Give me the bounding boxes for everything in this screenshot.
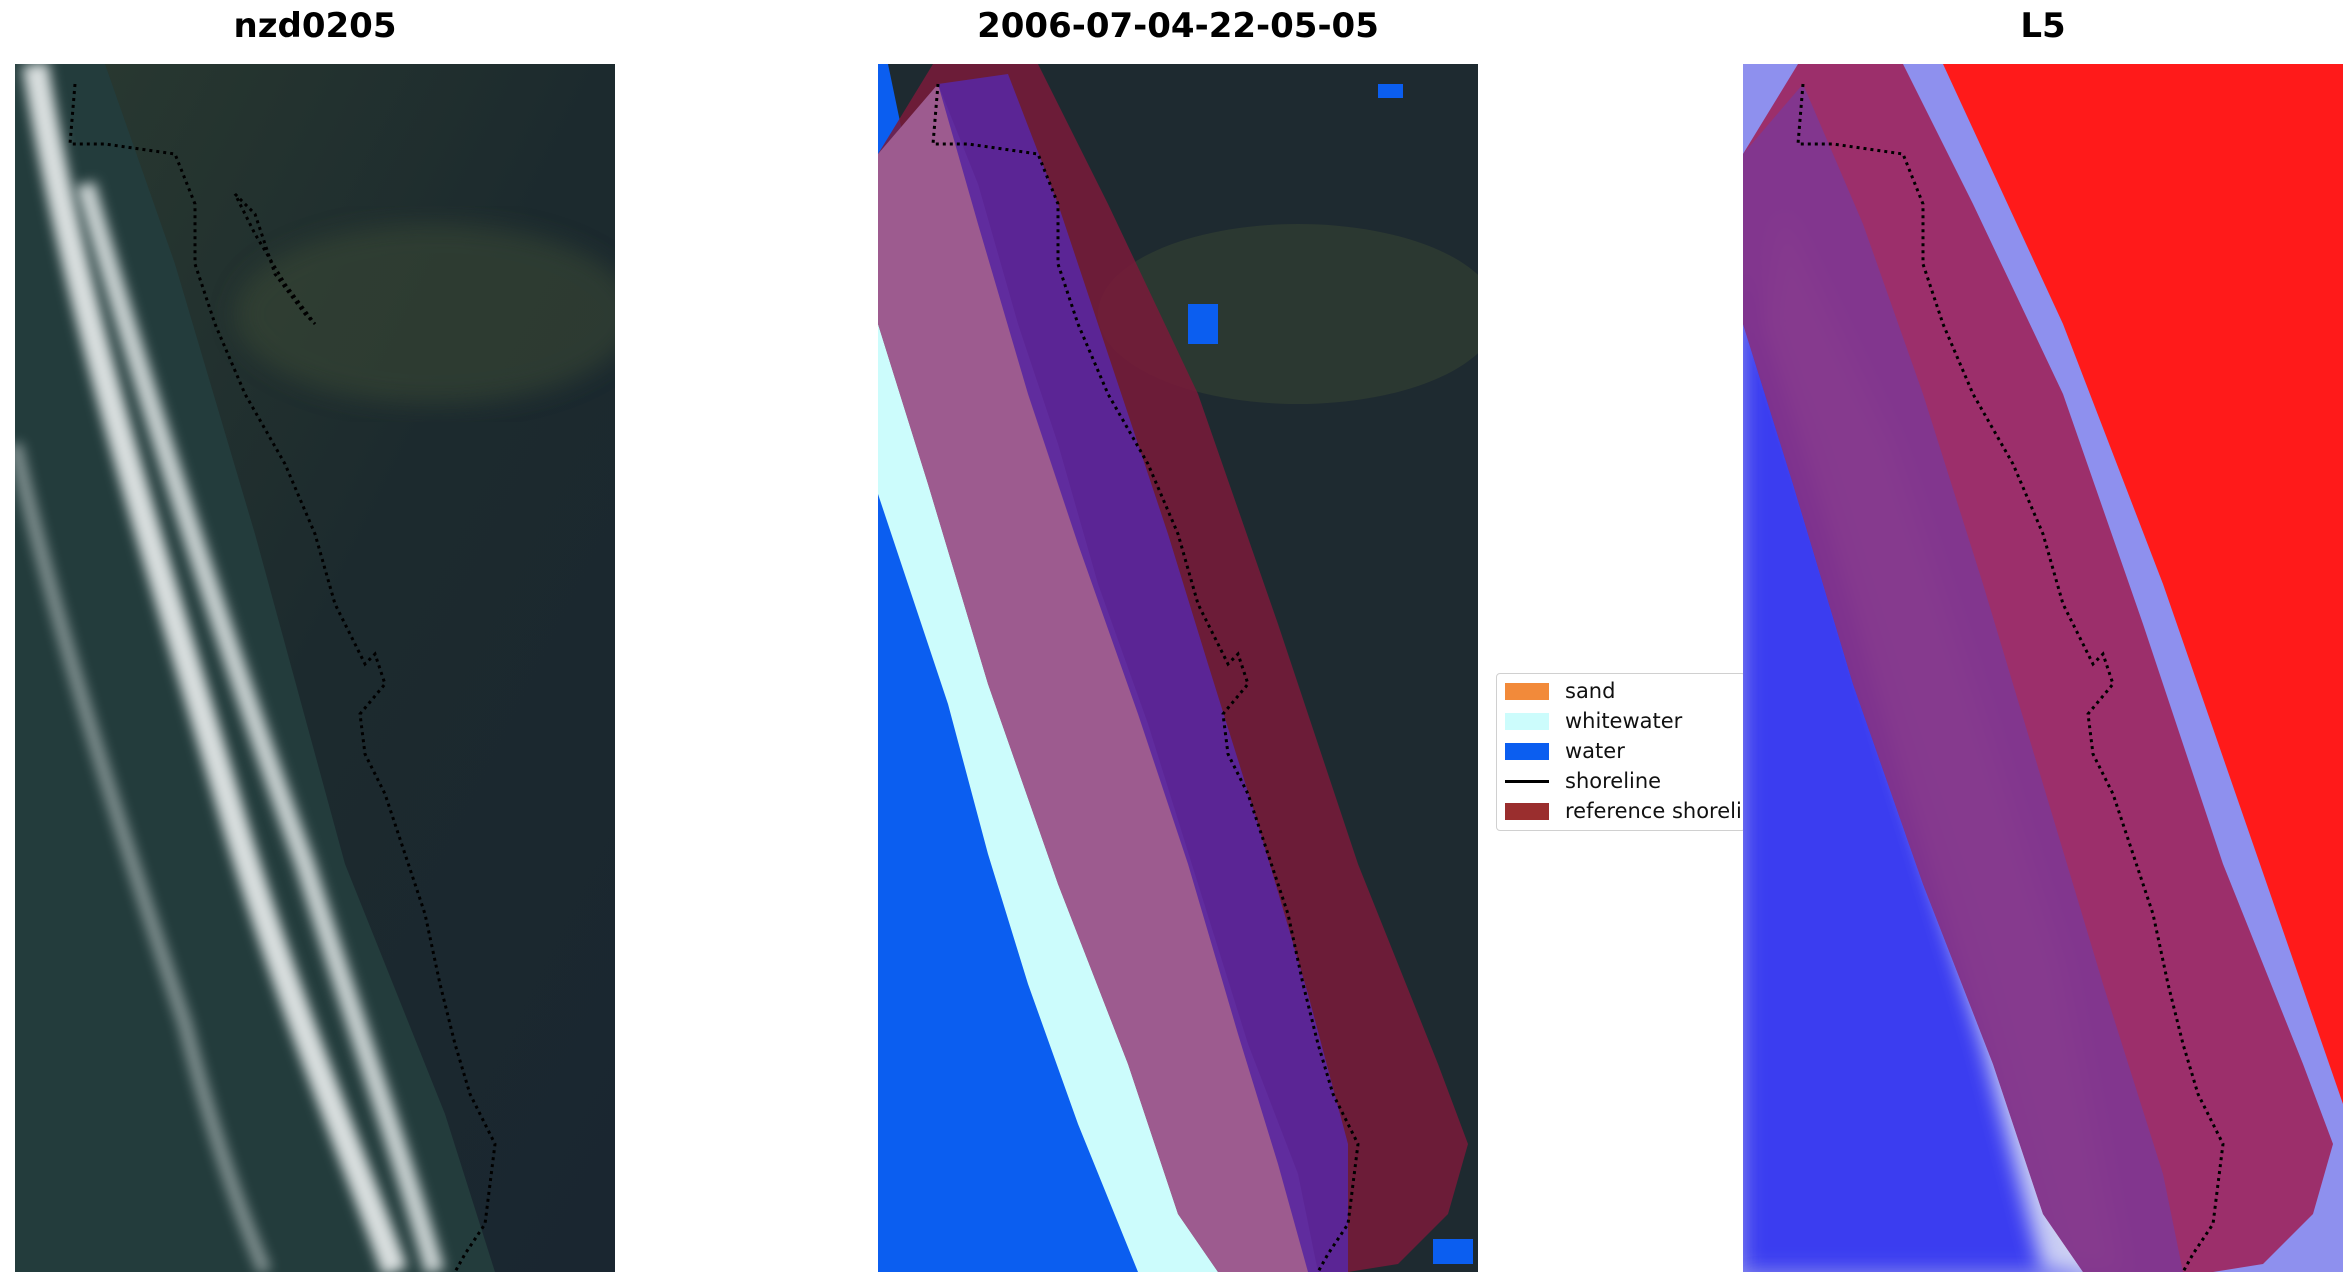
whitewater-swatch xyxy=(1505,712,1549,730)
index-image xyxy=(1743,64,2343,1272)
shoreline-line xyxy=(68,83,497,1272)
shoreline-swatch xyxy=(1505,779,1549,783)
panel-title-index: L5 xyxy=(2020,6,2066,46)
panel-title-classification: 2006-07-04-22-05-05 xyxy=(977,6,1379,46)
legend-item-whitewater: whitewater xyxy=(1505,707,1682,735)
classification-panel xyxy=(878,64,1478,1272)
legend: sand whitewater water shoreline referenc… xyxy=(1496,673,1746,831)
index-panel xyxy=(1743,64,2343,1272)
legend-item-sand: sand xyxy=(1505,677,1615,705)
shoreline-line xyxy=(931,83,1360,1272)
reference-shoreline-swatch xyxy=(1505,802,1549,820)
classification-image xyxy=(878,64,1478,1272)
legend-item-shoreline: shoreline xyxy=(1505,767,1661,795)
legend-item-water: water xyxy=(1505,737,1625,765)
legend-item-reference-shoreline: reference shoreline xyxy=(1505,797,1745,825)
rgb-satellite-image xyxy=(15,64,615,1272)
rgb-image-panel xyxy=(15,64,615,1272)
panel-title-rgb: nzd0205 xyxy=(233,6,397,46)
water-swatch xyxy=(1505,742,1549,760)
shoreline-line xyxy=(1796,83,2225,1272)
sand-swatch xyxy=(1505,682,1549,700)
